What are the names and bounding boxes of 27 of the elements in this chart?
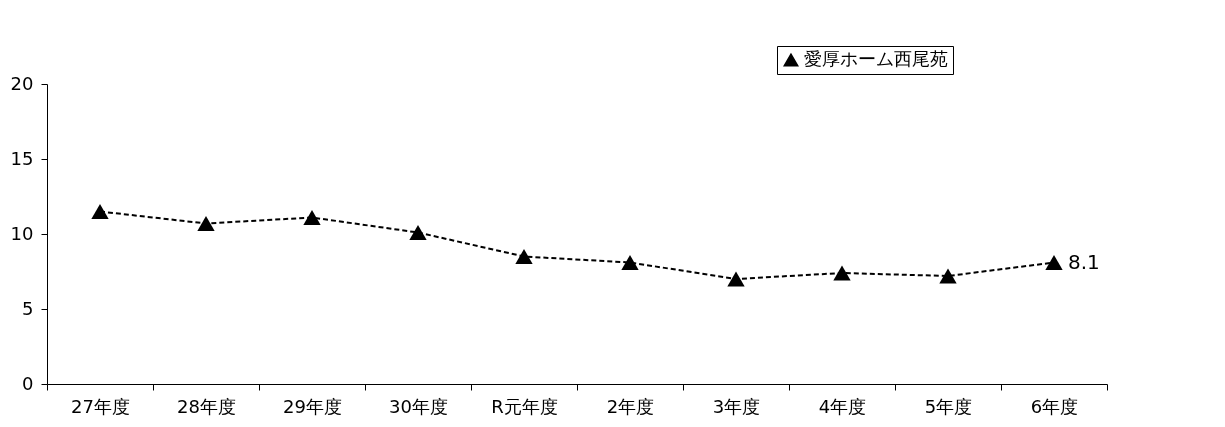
point <box>409 225 427 240</box>
point <box>833 265 851 281</box>
point <box>727 271 745 287</box>
x-tick-label: 30年度 <box>389 395 448 417</box>
point <box>1045 255 1063 270</box>
data-label: 8.1 <box>1068 249 1100 274</box>
x-tick-label: 5年度 <box>924 395 973 417</box>
point <box>91 204 109 219</box>
x-tick-label: 29年度 <box>283 395 342 417</box>
point <box>515 249 533 264</box>
x-tick-label: 27年度 <box>71 395 130 417</box>
x-tick-label: 2年度 <box>606 395 655 417</box>
x-tick-label: 28年度 <box>177 395 236 417</box>
point <box>621 255 639 270</box>
x-tick-label: R元年度 <box>491 395 558 417</box>
x-tick-label: 3年度 <box>712 395 761 417</box>
point <box>197 216 215 231</box>
y-tick-label: 20 <box>10 72 34 94</box>
x-tick-label: 4年度 <box>818 395 867 417</box>
point <box>939 268 957 284</box>
y-tick-label: 10 <box>10 222 34 244</box>
y-tick-label: 5 <box>22 297 34 319</box>
y-tick-label: 0 <box>22 372 34 394</box>
y-tick-label: 15 <box>10 147 34 169</box>
x-tick-label: 6年度 <box>1030 395 1079 417</box>
legend-label: 愛厚ホーム西尾苑 <box>804 48 948 69</box>
point <box>303 210 321 225</box>
